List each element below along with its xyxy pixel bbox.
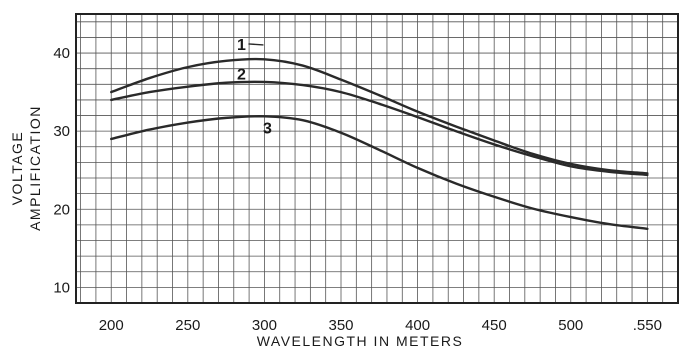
series-label-3: 3: [263, 121, 272, 138]
y-tick-label: 20: [53, 201, 70, 218]
series-label-2: 2: [237, 67, 246, 84]
series-line-2: [110, 80, 649, 177]
grid: [75, 13, 679, 304]
x-tick-label: 400: [405, 317, 430, 334]
y-tick-labels: 10 20 30 40: [53, 45, 70, 296]
plot-frame: [75, 13, 679, 304]
y-tick-label: 10: [53, 279, 70, 296]
y-axis-title: VOLTAGE AMPLIFICATION: [9, 105, 43, 231]
x-tick-label: 250: [175, 317, 200, 334]
x-axis-title: WAVELENGTH IN METERS: [257, 333, 464, 349]
y-tick-label: 40: [53, 45, 70, 62]
x-tick-label: 350: [328, 317, 353, 334]
series-line-1: [110, 57, 649, 175]
y-axis-title-line-2: AMPLIFICATION: [27, 105, 43, 231]
series-label-1: 1: [237, 37, 246, 54]
series-label-leader-1: [248, 43, 264, 46]
curves: [110, 57, 649, 230]
x-tick-label: 450: [482, 317, 507, 334]
series-line-3: [110, 115, 649, 230]
x-tick-label: 300: [252, 317, 277, 334]
y-axis-title-line-1: VOLTAGE: [9, 131, 25, 206]
x-tick-label: 500: [558, 317, 583, 334]
x-tick-labels: 200 250 300 350 400 450 500 .550: [99, 317, 662, 334]
y-tick-label: 30: [53, 123, 70, 140]
curve-labels: 1 2 3: [237, 37, 272, 138]
x-tick-label: .550: [633, 317, 662, 334]
x-tick-label: 200: [99, 317, 124, 334]
